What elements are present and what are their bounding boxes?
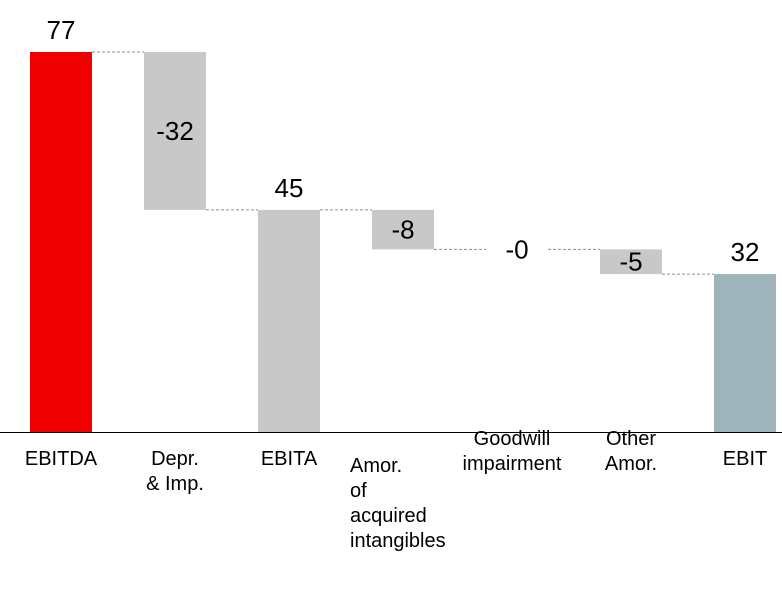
data-label: 77 [47,15,76,45]
x-tick-label: EBITDA [25,448,98,470]
bar-ebitda [30,52,92,432]
x-tick-label: Goodwill [474,428,551,450]
x-tick-label: of [350,480,367,502]
x-tick-label: Depr. [151,448,199,470]
x-tick-label: intangibles [350,530,446,552]
x-tick-label: Amor. [350,455,402,477]
data-label: -8 [391,215,414,245]
x-tick-label: impairment [463,453,562,475]
x-tick-label: Amor. [605,453,657,475]
bar-ebit [714,274,776,432]
x-tick-label: & Imp. [146,473,204,495]
x-tick-label: EBIT [723,448,767,470]
x-tick-label: Other [606,428,656,450]
data-label: -0 [505,234,528,264]
bar-ebita [258,210,320,432]
data-label: 32 [731,237,760,267]
data-label: -32 [156,116,194,146]
x-tick-label: EBITA [261,448,318,470]
data-label: 45 [275,173,304,203]
x-tick-label: acquired [350,505,427,527]
data-label: -5 [619,247,642,277]
